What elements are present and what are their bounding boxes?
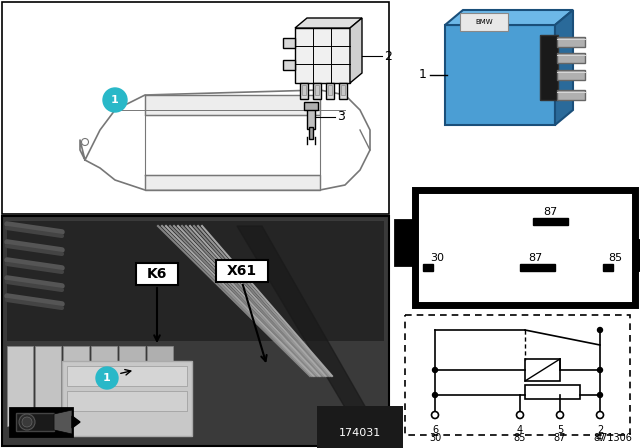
Bar bbox=[635, 240, 640, 270]
Bar bbox=[67, 366, 187, 386]
Bar bbox=[216, 260, 268, 282]
Text: 4: 4 bbox=[517, 425, 523, 435]
Bar bbox=[307, 107, 315, 129]
Text: X61: X61 bbox=[227, 264, 257, 278]
Bar bbox=[557, 53, 585, 63]
Bar bbox=[313, 83, 321, 99]
Bar bbox=[304, 102, 318, 110]
Bar bbox=[119, 346, 145, 426]
Bar bbox=[445, 25, 555, 125]
Text: 30: 30 bbox=[430, 253, 444, 263]
Polygon shape bbox=[555, 10, 573, 125]
Circle shape bbox=[81, 138, 88, 146]
Circle shape bbox=[96, 367, 118, 389]
Bar bbox=[460, 13, 508, 31]
Polygon shape bbox=[72, 416, 80, 428]
Bar bbox=[63, 346, 89, 426]
Bar bbox=[405, 315, 630, 435]
Text: 87: 87 bbox=[554, 433, 566, 443]
Text: 30: 30 bbox=[429, 433, 441, 443]
Text: 87: 87 bbox=[543, 207, 557, 217]
Circle shape bbox=[431, 412, 438, 418]
Bar bbox=[339, 83, 347, 99]
Bar bbox=[2, 216, 389, 446]
Text: 174031: 174031 bbox=[339, 428, 381, 438]
Bar bbox=[62, 361, 192, 436]
Circle shape bbox=[557, 412, 563, 418]
Bar bbox=[300, 83, 308, 99]
Bar bbox=[315, 85, 319, 95]
Text: 1: 1 bbox=[111, 95, 119, 105]
Text: 1: 1 bbox=[103, 373, 111, 383]
Bar bbox=[309, 127, 313, 139]
Bar bbox=[525, 385, 580, 399]
Bar bbox=[423, 264, 433, 271]
Text: K6: K6 bbox=[147, 267, 167, 281]
Bar bbox=[7, 221, 384, 341]
Polygon shape bbox=[237, 226, 382, 436]
Polygon shape bbox=[350, 18, 362, 83]
Bar bbox=[326, 83, 334, 99]
Bar bbox=[557, 70, 585, 80]
Circle shape bbox=[598, 367, 602, 372]
Polygon shape bbox=[295, 18, 362, 28]
Bar bbox=[603, 264, 613, 271]
Bar bbox=[520, 264, 555, 271]
Circle shape bbox=[596, 412, 604, 418]
Bar bbox=[533, 218, 568, 225]
Bar bbox=[557, 90, 585, 100]
Text: 1: 1 bbox=[419, 69, 427, 82]
Bar bbox=[35, 346, 61, 426]
Bar bbox=[136, 263, 178, 285]
Text: 471306: 471306 bbox=[595, 433, 632, 443]
Bar bbox=[91, 346, 117, 426]
Circle shape bbox=[433, 392, 438, 397]
Bar bbox=[540, 35, 558, 100]
Text: 85: 85 bbox=[608, 253, 622, 263]
Bar bbox=[395, 220, 415, 265]
Bar bbox=[10, 408, 72, 436]
Circle shape bbox=[19, 414, 35, 430]
Text: 2: 2 bbox=[597, 425, 603, 435]
Polygon shape bbox=[145, 175, 320, 190]
Bar bbox=[7, 346, 33, 426]
Circle shape bbox=[598, 392, 602, 397]
Bar bbox=[557, 37, 585, 47]
Text: 3: 3 bbox=[337, 111, 345, 124]
Bar bbox=[67, 391, 187, 411]
Text: 87: 87 bbox=[528, 253, 542, 263]
Bar bbox=[295, 28, 350, 83]
Text: 5: 5 bbox=[557, 425, 563, 435]
Circle shape bbox=[516, 412, 524, 418]
Bar bbox=[525, 359, 560, 381]
Circle shape bbox=[22, 417, 32, 427]
Text: BMW: BMW bbox=[475, 19, 493, 25]
Bar bbox=[147, 346, 173, 426]
Polygon shape bbox=[445, 10, 573, 25]
Text: 2: 2 bbox=[384, 49, 392, 63]
Bar bbox=[415, 190, 635, 305]
Bar bbox=[328, 85, 332, 95]
Bar bbox=[283, 60, 295, 70]
Polygon shape bbox=[145, 95, 320, 115]
Bar bbox=[16, 413, 54, 431]
Polygon shape bbox=[54, 410, 72, 434]
Bar bbox=[341, 85, 345, 95]
Bar bbox=[302, 85, 306, 95]
Bar bbox=[283, 38, 295, 48]
Text: 6: 6 bbox=[432, 425, 438, 435]
Circle shape bbox=[433, 367, 438, 372]
Text: 85: 85 bbox=[514, 433, 526, 443]
Circle shape bbox=[598, 327, 602, 332]
Circle shape bbox=[103, 88, 127, 112]
Text: 87: 87 bbox=[594, 433, 606, 443]
Bar bbox=[2, 2, 389, 214]
